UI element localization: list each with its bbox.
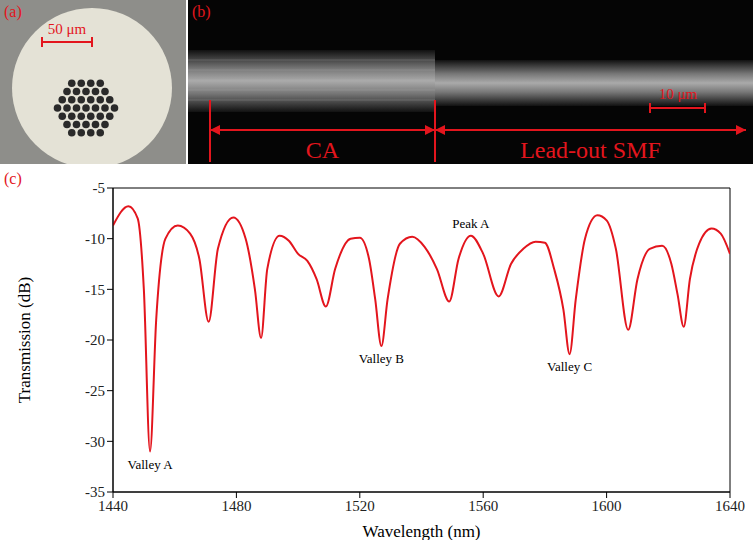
svg-text:(b): (b)	[192, 3, 211, 21]
svg-text:1600: 1600	[592, 498, 622, 514]
svg-text:CA: CA	[306, 137, 340, 163]
svg-text:Valley B: Valley B	[359, 351, 404, 366]
svg-text:Transmission (dB): Transmission (dB)	[15, 277, 34, 403]
svg-text:10 μm: 10 μm	[659, 86, 698, 102]
svg-text:1560: 1560	[468, 498, 498, 514]
svg-text:Valley C: Valley C	[547, 359, 592, 374]
svg-text:1440: 1440	[98, 497, 128, 514]
svg-text:-20: -20	[85, 332, 105, 348]
svg-text:-35: -35	[85, 484, 105, 500]
svg-text:-5: -5	[93, 180, 106, 196]
svg-text:-10: -10	[85, 231, 105, 247]
svg-text:Lead-out SMF: Lead-out SMF	[520, 137, 661, 163]
svg-text:Valley A: Valley A	[127, 457, 173, 472]
svg-text:(a): (a)	[4, 3, 22, 21]
svg-text:Wavelength (nm): Wavelength (nm)	[362, 522, 480, 540]
svg-text:-25: -25	[85, 383, 105, 399]
svg-text:1480: 1480	[221, 498, 251, 514]
svg-text:50 μm: 50 μm	[48, 21, 87, 37]
html-text:(c): (c)	[4, 170, 22, 187]
svg-text:1640: 1640	[715, 498, 745, 514]
svg-text:Peak A: Peak A	[452, 216, 490, 231]
svg-text:-30: -30	[85, 434, 105, 450]
svg-text:-15: -15	[85, 282, 105, 298]
svg-text:1520: 1520	[345, 498, 375, 514]
